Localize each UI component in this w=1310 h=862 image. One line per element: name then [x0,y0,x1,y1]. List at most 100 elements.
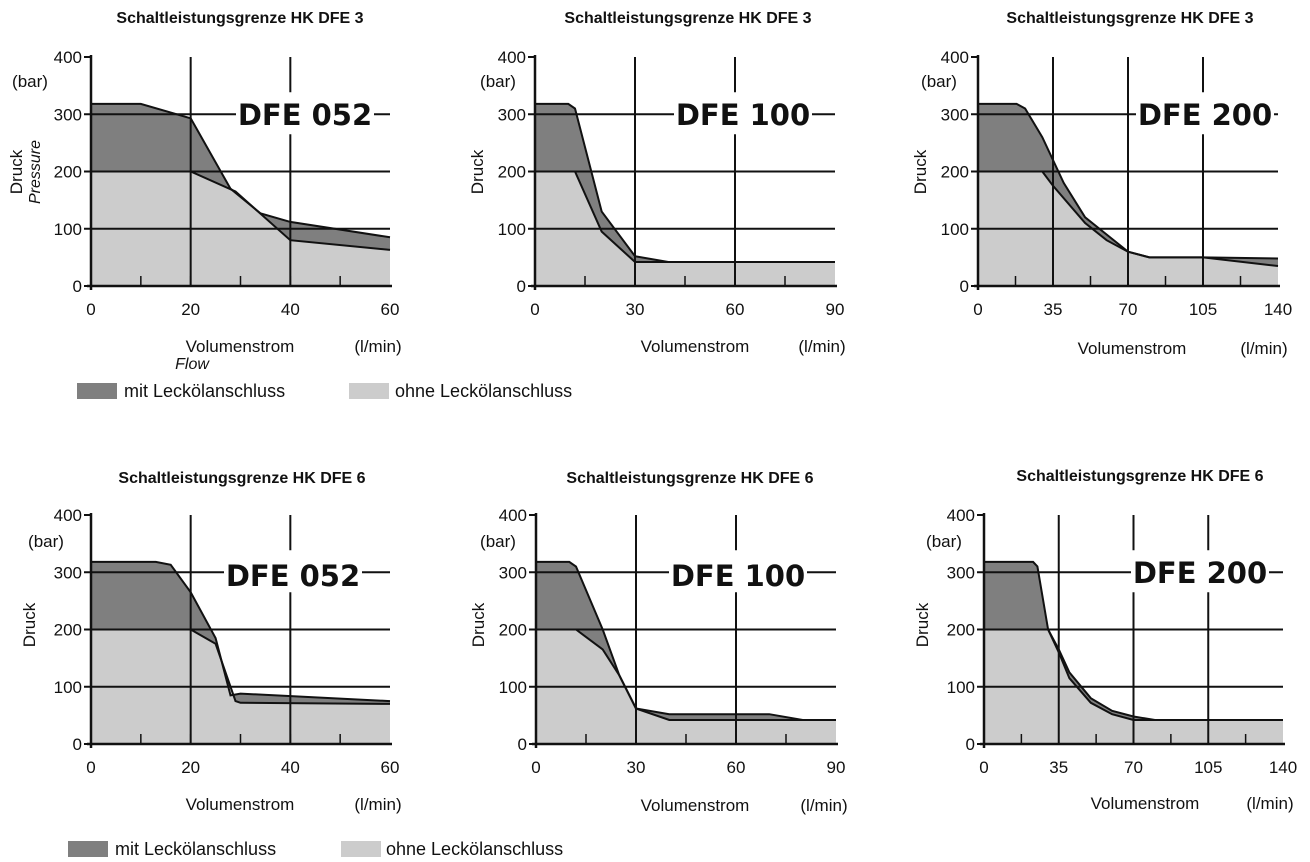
y-axis-label: Druck [468,149,487,194]
x-unit-label: (l/min) [1240,339,1287,358]
y-unit-label: (bar) [926,532,962,551]
tick-label-y: 100 [54,220,82,239]
legend-top: mit Leckölanschluss ohne Leckölanschluss [77,381,572,401]
tick-label-x: 60 [381,300,400,319]
tick-label-x: 0 [86,300,95,319]
tick-label-x: 105 [1189,300,1217,319]
x-axis-label: Volumenstrom [641,337,750,356]
x-axis-label: Volumenstrom [186,337,295,356]
model-label: DFE 052 [238,98,372,132]
series-line-mit [91,560,391,703]
legend-swatch [341,841,381,857]
model-label-bg [669,550,807,593]
y-axis-label: Druck [469,602,488,647]
legend-label: ohne Leckölanschluss [395,381,572,401]
model-label: DFE 200 [1133,556,1267,590]
tick-label-y: 300 [499,563,527,582]
tick-label-x: 60 [727,758,746,777]
tick-label-y: 200 [498,163,526,182]
x-unit-label: (l/min) [354,337,401,356]
series-line-ohne [984,628,1283,721]
tick-label-y: 400 [941,48,969,67]
chart-title: Schaltleistungsgrenze HK DFE 3 [1006,10,1253,27]
tick-label-x: 40 [281,300,300,319]
tick-label-y: 200 [947,621,975,640]
tick-label-y: 100 [947,678,975,697]
tick-label-x: 20 [181,300,200,319]
y-axis-label: Druck [7,149,26,194]
x-unit-label: (l/min) [800,796,847,815]
tick-label-y: 200 [54,163,82,182]
legend-label: ohne Leckölanschluss [386,839,563,859]
tick-label-x: 90 [827,758,846,777]
legend-swatch [77,383,117,399]
tick-label-y: 300 [947,563,975,582]
chart-panel-2: DFE 100 Schaltleistungsgrenze HK DFE 3 0 10… [468,10,846,356]
chart-title: Schaltleistungsgrenze HK DFE 6 [566,470,813,487]
y-axis-label: Druck [20,602,39,647]
chart-title: Schaltleistungsgrenze HK DFE 6 [1016,468,1263,485]
x-unit-label: (l/min) [798,337,845,356]
tick-label-x: 105 [1194,758,1222,777]
chart-panel-5: DFE 100 Schaltleistungsgrenze HK DFE 6 0 10… [469,470,848,815]
tick-label-y: 300 [941,105,969,124]
y-axis-label: Druck [911,149,930,194]
tick-label-y: 400 [54,506,82,525]
tick-label-x: 30 [626,300,645,319]
tick-label-y: 0 [73,735,82,754]
chart-panel-3: DFE 200 Schaltleistungsgrenze HK DFE 3 0 10… [911,10,1292,358]
y-unit-label: (bar) [921,72,957,91]
tick-label-x: 0 [86,758,95,777]
y-unit-label: (bar) [28,532,64,551]
model-label: DFE 052 [226,559,360,593]
chart-panel-6: DFE 200 Schaltleistungsgrenze HK DFE 6 0 10… [913,468,1297,813]
tick-label-x: 60 [726,300,745,319]
tick-label-x: 0 [530,300,539,319]
tick-label-y: 0 [73,277,82,296]
tick-label-y: 400 [947,506,975,525]
x-axis-label: Volumenstrom [1091,794,1200,813]
legend-swatch [68,841,108,857]
chart-title: Schaltleistungsgrenze HK DFE 3 [116,10,363,27]
tick-label-y: 300 [498,105,526,124]
model-label: DFE 200 [1138,98,1272,132]
tick-label-y: 0 [518,735,527,754]
area-series-ohne [91,629,390,744]
area-series-ohne [536,629,836,744]
tick-label-y: 100 [498,220,526,239]
tick-label-y: 400 [499,506,527,525]
tick-label-x: 0 [979,758,988,777]
tick-label-y: 200 [941,163,969,182]
tick-label-x: 35 [1049,758,1068,777]
tick-label-x: 20 [181,758,200,777]
y-unit-label: (bar) [12,72,48,91]
model-label: DFE 100 [676,98,810,132]
legend-label: mit Leckölanschluss [124,381,285,401]
x-axis-label: Volumenstrom [1078,339,1187,358]
model-label-bg [1131,550,1269,593]
tick-label-x: 35 [1044,300,1063,319]
tick-label-x: 40 [281,758,300,777]
model-label-bg [236,92,374,135]
x-axis-label: Volumenstrom [641,796,750,815]
tick-label-y: 400 [54,48,82,67]
chart-title: Schaltleistungsgrenze HK DFE 6 [118,470,365,487]
tick-label-y: 400 [498,48,526,67]
y-axis-label: Druck [913,602,932,647]
tick-label-x: 0 [973,300,982,319]
tick-label-y: 300 [54,105,82,124]
x-axis-sublabel: Flow [175,356,210,373]
tick-label-y: 100 [499,678,527,697]
chart-panel-4: DFE 052 Schaltleistungsgrenze HK DFE 6 0 10… [20,470,402,814]
series-line-ohne [978,170,1279,267]
tick-label-x: 140 [1269,758,1297,777]
y-axis-sublabel: Pressure [27,140,44,204]
x-unit-label: (l/min) [354,795,401,814]
x-unit-label: (l/min) [1246,794,1293,813]
tick-label-y: 100 [54,678,82,697]
series-line-mit [984,560,1283,721]
model-label-bg [674,92,812,135]
tick-label-y: 200 [499,621,527,640]
tick-label-x: 70 [1119,300,1138,319]
tick-label-y: 100 [941,220,969,239]
